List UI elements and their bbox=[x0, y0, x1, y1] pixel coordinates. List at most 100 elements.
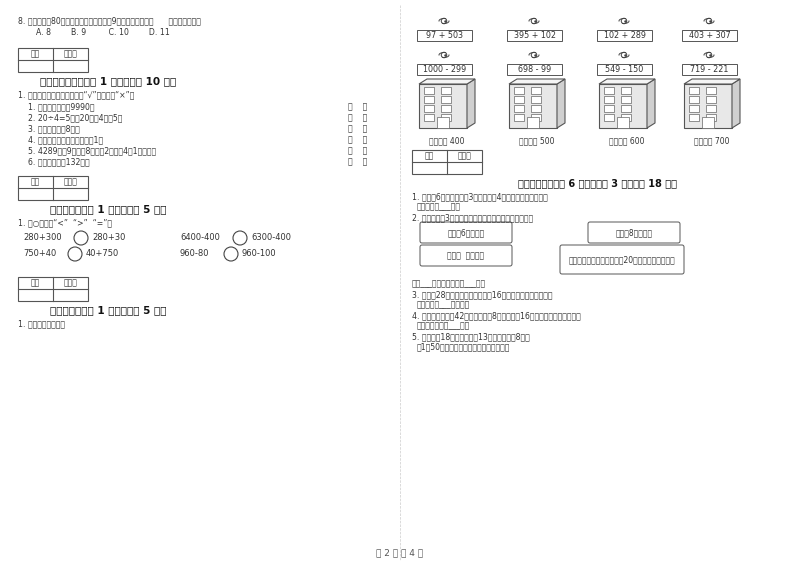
FancyBboxPatch shape bbox=[531, 87, 541, 94]
Polygon shape bbox=[732, 79, 740, 128]
FancyBboxPatch shape bbox=[441, 114, 451, 121]
Text: （    ）: （ ） bbox=[348, 124, 367, 133]
FancyBboxPatch shape bbox=[424, 114, 434, 121]
Text: 97 + 503: 97 + 503 bbox=[426, 31, 463, 40]
FancyBboxPatch shape bbox=[507, 64, 562, 75]
FancyBboxPatch shape bbox=[621, 87, 631, 94]
Text: 1. 我会判断，对的在括号里打“√”，错的打“×”。: 1. 我会判断，对的在括号里打“√”，错的打“×”。 bbox=[18, 90, 134, 99]
FancyBboxPatch shape bbox=[617, 117, 629, 128]
FancyBboxPatch shape bbox=[419, 84, 467, 128]
Text: （    ）: （ ） bbox=[348, 102, 367, 111]
Text: 280+300: 280+300 bbox=[23, 233, 62, 242]
FancyBboxPatch shape bbox=[420, 222, 512, 243]
FancyBboxPatch shape bbox=[424, 87, 434, 94]
Text: 得数大约 700: 得数大约 700 bbox=[694, 136, 730, 145]
Text: 6. 小红的身高是132米。: 6. 小红的身高是132米。 bbox=[28, 157, 90, 166]
Text: 我捉了  只害虫。: 我捉了 只害虫。 bbox=[447, 251, 485, 260]
FancyBboxPatch shape bbox=[706, 114, 716, 121]
FancyBboxPatch shape bbox=[509, 84, 557, 128]
FancyBboxPatch shape bbox=[527, 117, 539, 128]
Text: （    ）: （ ） bbox=[348, 113, 367, 122]
Text: 750+40: 750+40 bbox=[23, 250, 56, 259]
Text: （    ）: （ ） bbox=[348, 135, 367, 144]
FancyBboxPatch shape bbox=[441, 105, 451, 112]
Text: 五、判断对与错（共 1 大题，共计 10 分）: 五、判断对与错（共 1 大题，共计 10 分） bbox=[40, 76, 176, 86]
Text: 我捉的8只害虫。: 我捉的8只害虫。 bbox=[615, 228, 653, 237]
Text: 1. 估一估，连一连。: 1. 估一估，连一连。 bbox=[18, 319, 65, 328]
Text: （    ）: （ ） bbox=[348, 146, 367, 155]
Polygon shape bbox=[557, 79, 565, 128]
Text: 8. 小华看一本80页的故事书，如果每天看9页，那么至少要（      ）天才能看完。: 8. 小华看一本80页的故事书，如果每天看9页，那么至少要（ ）天才能看完。 bbox=[18, 16, 201, 25]
FancyBboxPatch shape bbox=[560, 245, 684, 274]
FancyBboxPatch shape bbox=[424, 96, 434, 103]
Text: 960-80: 960-80 bbox=[180, 250, 210, 259]
Text: 5. 玩具汽车18元，玩具飞机13元，玩具轮表8元。: 5. 玩具汽车18元，玩具飞机13元，玩具轮表8元。 bbox=[412, 332, 530, 341]
FancyBboxPatch shape bbox=[689, 87, 699, 94]
Polygon shape bbox=[684, 79, 740, 84]
Text: 4. 两个同样大的数相除，商是1。: 4. 两个同样大的数相除，商是1。 bbox=[28, 135, 103, 144]
Text: 5. 4289是〙9个千、8个百、2个十和4个1组成的。: 5. 4289是〙9个千、8个百、2个十和4个1组成的。 bbox=[28, 146, 156, 155]
Text: 评卷人: 评卷人 bbox=[63, 50, 78, 59]
Text: 得数接近 600: 得数接近 600 bbox=[610, 136, 645, 145]
FancyBboxPatch shape bbox=[18, 176, 88, 200]
Text: 549 - 150: 549 - 150 bbox=[606, 65, 644, 74]
Text: 得分: 得分 bbox=[425, 151, 434, 160]
FancyBboxPatch shape bbox=[420, 245, 512, 266]
Text: 102 + 289: 102 + 289 bbox=[603, 31, 646, 40]
Text: 七、连一连（共 1 大题，共计 5 分）: 七、连一连（共 1 大题，共计 5 分） bbox=[50, 305, 166, 315]
Text: 得分: 得分 bbox=[31, 50, 40, 59]
Text: 1000 - 299: 1000 - 299 bbox=[423, 65, 466, 74]
Text: 1. 最大的四位数是9990。: 1. 最大的四位数是9990。 bbox=[28, 102, 94, 111]
Text: 八、解决问题（共 6 小题，每题 3 分，共计 18 分）: 八、解决问题（共 6 小题，每题 3 分，共计 18 分） bbox=[518, 178, 677, 188]
Text: 六、比一比（共 1 大题，共计 5 分）: 六、比一比（共 1 大题，共计 5 分） bbox=[50, 204, 166, 214]
Text: 3. 课桌的高度是8米。: 3. 课桌的高度是8米。 bbox=[28, 124, 80, 133]
Text: 1. 小明有6套邮片，每夹3张，又买来4张，问现在有多少张？: 1. 小明有6套邮片，每夹3张，又买来4张，问现在有多少张？ bbox=[412, 192, 548, 201]
Text: 3. 小青朦28张照片，粗片比照片多16张，小青有多少张粗片？: 3. 小青朦28张照片，粗片比照片多16张，小青有多少张粗片？ bbox=[412, 290, 553, 299]
FancyBboxPatch shape bbox=[684, 84, 732, 128]
Text: 答：___捉的害虫多，多___只。: 答：___捉的害虫多，多___只。 bbox=[412, 279, 486, 288]
Polygon shape bbox=[419, 79, 475, 84]
FancyBboxPatch shape bbox=[706, 87, 716, 94]
Text: 40+750: 40+750 bbox=[86, 250, 119, 259]
FancyBboxPatch shape bbox=[689, 96, 699, 103]
Text: 孩子们，加油！我已经捉了20只了，我们来比赛。: 孩子们，加油！我已经捉了20只了，我们来比赛。 bbox=[569, 255, 675, 264]
Text: 6400-400: 6400-400 bbox=[180, 233, 220, 242]
FancyBboxPatch shape bbox=[597, 30, 652, 41]
FancyBboxPatch shape bbox=[621, 96, 631, 103]
Text: 得数大约 500: 得数大约 500 bbox=[519, 136, 554, 145]
Text: 403 + 307: 403 + 307 bbox=[689, 31, 730, 40]
Text: （    ）: （ ） bbox=[348, 157, 367, 166]
Text: 得分: 得分 bbox=[31, 177, 40, 186]
Text: 2. 20÷4=5读作20除以4等于5。: 2. 20÷4=5读作20除以4等于5。 bbox=[28, 113, 122, 122]
FancyBboxPatch shape bbox=[514, 114, 524, 121]
Text: 719 - 221: 719 - 221 bbox=[690, 65, 729, 74]
Polygon shape bbox=[467, 79, 475, 128]
Text: 答：小青有___张粗片。: 答：小青有___张粗片。 bbox=[417, 300, 470, 309]
FancyBboxPatch shape bbox=[604, 96, 614, 103]
Text: 得分: 得分 bbox=[31, 279, 40, 288]
FancyBboxPatch shape bbox=[417, 64, 472, 75]
FancyBboxPatch shape bbox=[597, 64, 652, 75]
FancyBboxPatch shape bbox=[514, 105, 524, 112]
Polygon shape bbox=[647, 79, 655, 128]
FancyBboxPatch shape bbox=[702, 117, 714, 128]
Text: 698 - 99: 698 - 99 bbox=[518, 65, 551, 74]
FancyBboxPatch shape bbox=[682, 64, 737, 75]
FancyBboxPatch shape bbox=[441, 87, 451, 94]
FancyBboxPatch shape bbox=[621, 114, 631, 121]
Text: 答：现在有___张。: 答：现在有___张。 bbox=[417, 202, 461, 211]
FancyBboxPatch shape bbox=[588, 222, 680, 243]
Text: 答：现在车上有___人。: 答：现在车上有___人。 bbox=[417, 321, 470, 330]
Text: 我捉的6只害虫。: 我捉的6只害虫。 bbox=[447, 228, 485, 237]
FancyBboxPatch shape bbox=[531, 96, 541, 103]
FancyBboxPatch shape bbox=[621, 105, 631, 112]
Text: 395 + 102: 395 + 102 bbox=[514, 31, 555, 40]
Text: 1. 在○里填上“<”  “>”  “=”。: 1. 在○里填上“<” “>” “=”。 bbox=[18, 218, 112, 227]
Polygon shape bbox=[599, 79, 655, 84]
FancyBboxPatch shape bbox=[531, 105, 541, 112]
Text: 2. 青蛙妈妈和3只小青蛙比，谁捉的害虫多？多多少只？: 2. 青蛙妈妈和3只小青蛙比，谁捉的害虫多？多多少只？ bbox=[412, 213, 533, 222]
FancyBboxPatch shape bbox=[441, 96, 451, 103]
Text: 评卷人: 评卷人 bbox=[63, 177, 78, 186]
FancyBboxPatch shape bbox=[18, 277, 88, 301]
Text: 得数接近 400: 得数接近 400 bbox=[430, 136, 465, 145]
